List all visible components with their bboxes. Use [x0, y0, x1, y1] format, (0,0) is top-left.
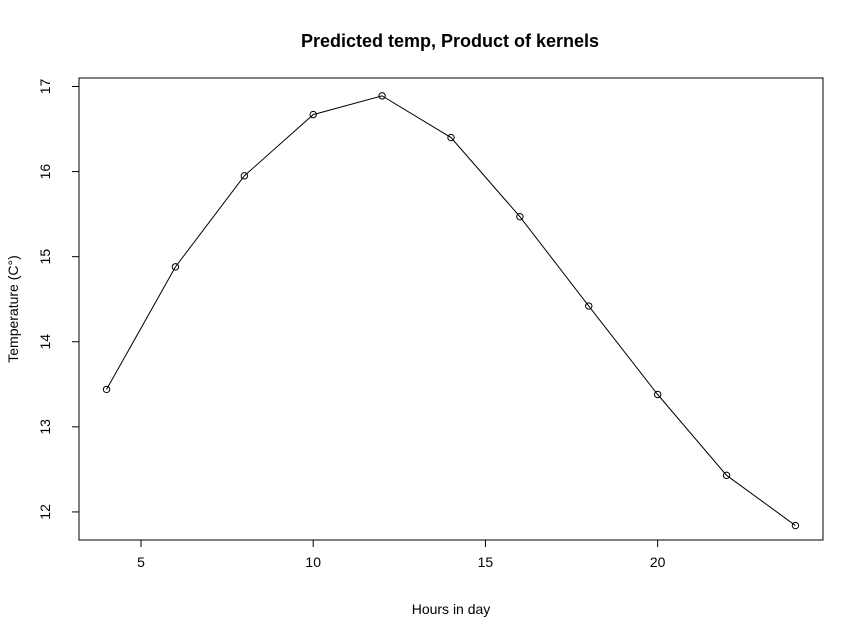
y-tick-label: 17	[37, 79, 53, 95]
series-line	[106, 95, 796, 526]
data-point	[171, 263, 180, 271]
data-point	[653, 390, 662, 399]
data-point	[791, 521, 800, 530]
y-axis-label: Temperature (C°)	[5, 255, 21, 363]
data-point	[722, 471, 731, 480]
x-tick-label: 20	[650, 554, 666, 570]
y-axis: 12 13 14 15 16 17	[37, 79, 79, 520]
y-tick-label: 12	[37, 504, 53, 520]
x-tick-label: 10	[305, 554, 321, 570]
data-point	[240, 172, 249, 180]
y-tick-label: 16	[37, 164, 53, 180]
plot-frame	[78, 77, 824, 541]
data-point	[585, 302, 593, 310]
data-point	[378, 92, 386, 100]
x-tick-label: 5	[137, 554, 145, 570]
y-tick-label: 13	[37, 419, 53, 435]
y-tick-label: 15	[37, 249, 53, 265]
data-points	[102, 92, 800, 530]
x-tick-label: 15	[478, 554, 494, 570]
x-axis-label: Hours in day	[412, 601, 491, 617]
x-axis: 5 10 15 20	[137, 540, 666, 570]
data-point	[102, 385, 111, 394]
y-tick-label: 14	[37, 334, 53, 350]
data-point	[516, 212, 524, 221]
data-point	[309, 110, 317, 119]
chart-title: Predicted temp, Product of kernels	[301, 31, 599, 51]
data-point	[447, 133, 455, 142]
